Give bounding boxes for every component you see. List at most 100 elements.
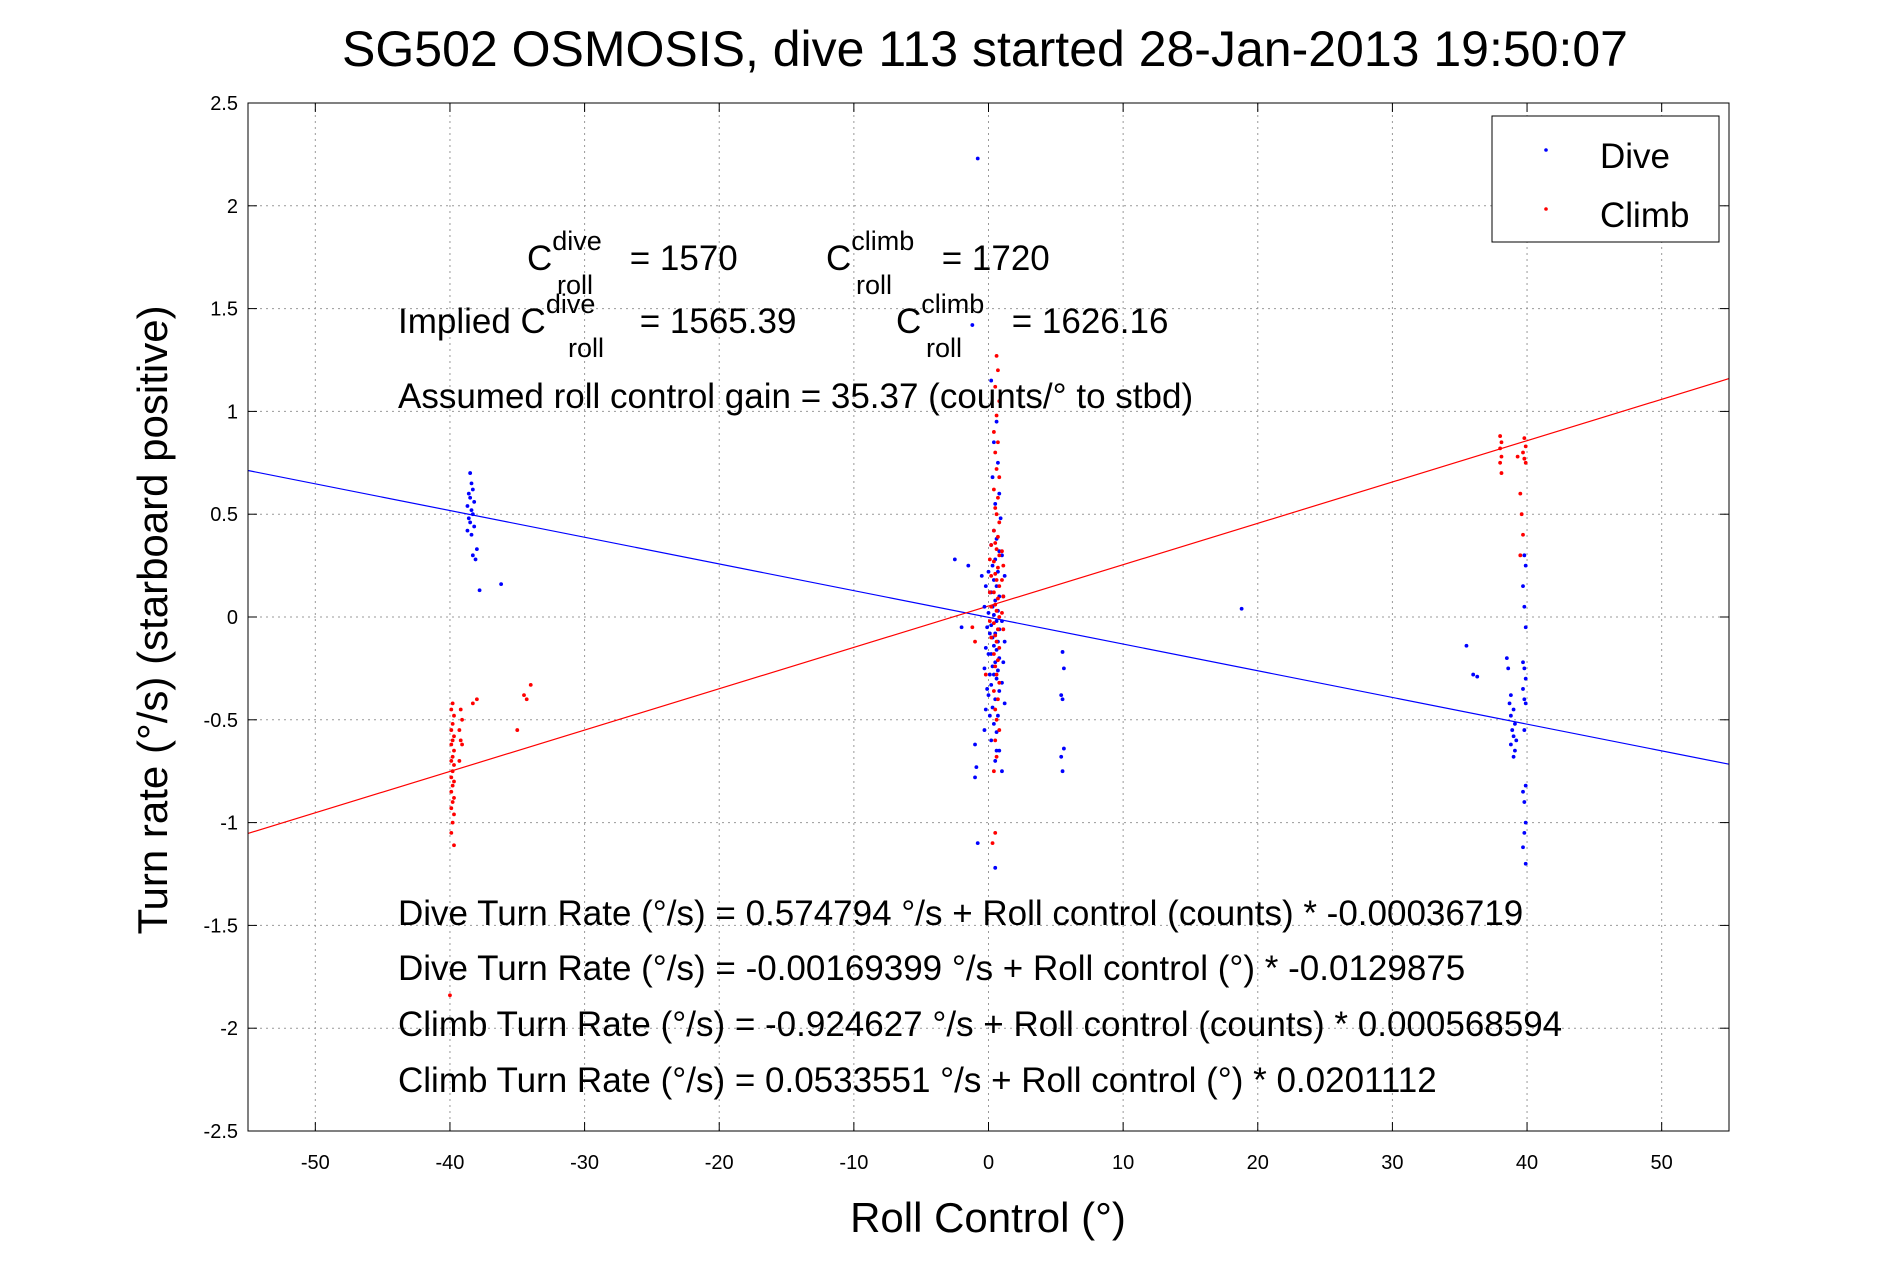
data-point-climb bbox=[1522, 456, 1527, 461]
data-point-dive bbox=[994, 419, 999, 424]
data-point-dive bbox=[983, 584, 988, 589]
fit-lines bbox=[247, 378, 1730, 835]
data-point-climb bbox=[991, 528, 996, 533]
data-point-climb bbox=[450, 738, 455, 743]
data-point-climb bbox=[997, 680, 1002, 685]
data-point-dive bbox=[987, 713, 992, 718]
data-point-dive bbox=[1061, 746, 1066, 751]
data-point-dive bbox=[472, 524, 477, 529]
data-point-dive bbox=[989, 738, 994, 743]
data-point-climb bbox=[997, 520, 1002, 525]
data-point-dive bbox=[997, 748, 1002, 753]
data-point-climb bbox=[996, 627, 1000, 632]
data-point-dive bbox=[996, 668, 1000, 673]
data-point-dive bbox=[1521, 584, 1525, 589]
data-point-climb bbox=[1518, 553, 1523, 558]
y-tick-label: 2 bbox=[227, 196, 238, 218]
y-tick-label: -2 bbox=[220, 1018, 238, 1040]
data-point-climb bbox=[996, 697, 1000, 702]
gain-annotation: Assumed roll control gain = 35.37 (count… bbox=[398, 377, 1193, 416]
data-point-climb bbox=[1519, 512, 1524, 517]
data-point-dive bbox=[986, 610, 991, 615]
data-point-dive bbox=[990, 563, 995, 568]
chart-title: SG502 OSMOSIS, dive 113 started 28-Jan-2… bbox=[342, 21, 1628, 77]
data-point-dive bbox=[1521, 660, 1525, 665]
data-point-dive bbox=[473, 557, 478, 562]
data-point-climb bbox=[996, 565, 1000, 570]
data-point-dive bbox=[989, 378, 994, 383]
data-point-dive bbox=[1511, 754, 1516, 759]
data-point-dive bbox=[1511, 707, 1516, 712]
data-point-climb bbox=[996, 658, 1000, 663]
x-tick-label: 30 bbox=[1381, 1152, 1403, 1174]
data-point-climb bbox=[452, 713, 456, 718]
data-point-dive bbox=[1508, 742, 1513, 747]
data-point-climb bbox=[452, 734, 456, 739]
data-point-climb bbox=[996, 495, 1000, 500]
data-point-dive bbox=[465, 504, 470, 508]
data-point-dive bbox=[994, 584, 999, 589]
data-point-dive bbox=[1464, 643, 1469, 648]
data-point-climb bbox=[1001, 563, 1006, 568]
implied-climb-sup: climb bbox=[921, 289, 984, 319]
data-point-climb bbox=[449, 728, 454, 732]
data-point-climb bbox=[993, 541, 998, 545]
y-axis-label: Turn rate (°/s) (starboard positive) bbox=[129, 305, 176, 934]
c-climb-sup: climb bbox=[851, 226, 914, 256]
data-point-dive bbox=[990, 475, 995, 480]
y-tick-label: 0.5 bbox=[210, 504, 238, 526]
data-point-climb bbox=[991, 487, 996, 492]
data-point-dive bbox=[468, 495, 473, 500]
data-point-climb bbox=[458, 707, 463, 712]
data-point-dive bbox=[983, 645, 988, 650]
y-tick-label: 0 bbox=[227, 607, 238, 629]
data-point-dive bbox=[996, 460, 1000, 465]
x-tick-label: -30 bbox=[570, 1152, 599, 1174]
data-point-dive bbox=[1002, 701, 1007, 706]
data-point-climb bbox=[449, 806, 454, 811]
data-point-dive bbox=[997, 491, 1002, 496]
fit-line-dive bbox=[247, 469, 1730, 765]
c-climb-prefix: C bbox=[826, 239, 851, 278]
annotations: Cdive roll = 1570 Cclimb roll = 1720 Impli… bbox=[398, 226, 1562, 1100]
data-point-dive bbox=[991, 643, 996, 648]
data-point-dive bbox=[991, 722, 996, 726]
y-tick-labels: -2.5 -2 -1.5 -1 -0.5 0 0.5 1 1.5 2 2.5 bbox=[204, 93, 238, 1143]
data-point-climb bbox=[1498, 434, 1503, 438]
equation-4: Climb Turn Rate (°/s) = 0.0533551 °/s + … bbox=[398, 1061, 1437, 1100]
data-point-climb bbox=[990, 841, 995, 846]
data-point-climb bbox=[993, 707, 998, 712]
data-point-climb bbox=[987, 619, 992, 624]
data-point-climb bbox=[993, 602, 998, 607]
data-point-climb bbox=[528, 682, 533, 687]
data-point-dive bbox=[986, 569, 991, 574]
equation-1: Dive Turn Rate (°/s) = 0.574794 °/s + Ro… bbox=[398, 894, 1523, 933]
data-point-dive bbox=[986, 652, 991, 656]
data-point-dive bbox=[997, 549, 1002, 554]
data-point-dive bbox=[1523, 625, 1528, 630]
axis-ticks bbox=[248, 102, 1729, 1132]
y-tick-label: -0.5 bbox=[204, 710, 238, 732]
data-point-dive bbox=[996, 569, 1000, 574]
data-point-dive bbox=[991, 440, 996, 445]
data-point-climb bbox=[994, 578, 999, 582]
data-point-dive bbox=[470, 553, 475, 558]
plot-area bbox=[247, 102, 1730, 1132]
data-point-dive bbox=[990, 664, 995, 669]
data-point-climb bbox=[997, 728, 1002, 732]
data-point-dive bbox=[996, 713, 1000, 718]
data-point-dive bbox=[993, 759, 998, 763]
data-point-climb bbox=[450, 722, 455, 726]
data-point-climb bbox=[449, 759, 454, 763]
data-point-climb bbox=[515, 728, 520, 732]
data-point-dive bbox=[469, 532, 474, 537]
data-point-dive bbox=[1060, 650, 1065, 654]
data-point-climb bbox=[987, 590, 992, 595]
data-point-climb bbox=[987, 557, 992, 562]
data-point-climb bbox=[991, 559, 996, 564]
data-point-dive bbox=[975, 156, 980, 161]
data-point-climb bbox=[997, 615, 1002, 619]
data-point-dive bbox=[1523, 701, 1528, 706]
c-climb-annotation: Cclimb roll = 1720 bbox=[826, 226, 1050, 300]
